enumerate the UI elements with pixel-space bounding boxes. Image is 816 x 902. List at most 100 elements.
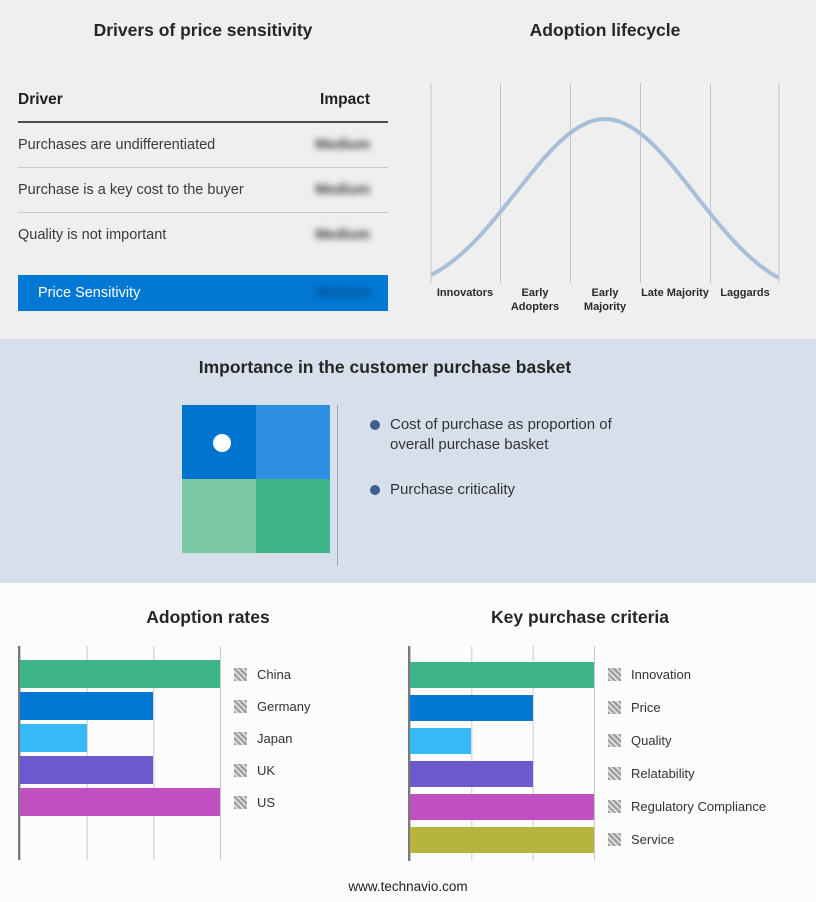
legend-item-service: Service bbox=[608, 823, 766, 856]
drivers-table-header: Driver Impact bbox=[18, 91, 388, 123]
price-sensitivity-label: Price Sensitivity bbox=[38, 285, 141, 301]
quadrant-axis-line bbox=[337, 405, 338, 566]
quadrant-top-right bbox=[256, 405, 330, 479]
legend-item-regulatory-compliance: Regulatory Compliance bbox=[608, 790, 766, 823]
legend-item-price: Price bbox=[608, 691, 766, 724]
bullet-item: Purchase criticality bbox=[370, 480, 660, 500]
bar-row-germany bbox=[20, 690, 220, 722]
driver-cell: Purchases are undifferentiated bbox=[18, 137, 216, 153]
legend-item-china: China bbox=[234, 658, 310, 690]
driver-cell: Quality is not important bbox=[18, 227, 167, 243]
stage-label-innovators: Innovators bbox=[436, 287, 494, 299]
stage-label-early-majority: Early Majority bbox=[583, 287, 627, 313]
bar-row-japan bbox=[20, 722, 220, 754]
legend-swatch-icon bbox=[608, 668, 621, 681]
purchase-basket-quadrant bbox=[182, 405, 330, 553]
driver-row: Quality is not important Medium bbox=[18, 213, 388, 257]
legend-item-relatability: Relatability bbox=[608, 757, 766, 790]
bar-row-uk bbox=[20, 754, 220, 786]
price-sensitivity-row: Price Sensitivity Medium bbox=[18, 275, 388, 311]
technavio-url-link[interactable]: www.technavio.com bbox=[348, 879, 468, 894]
column-header-driver: Driver bbox=[18, 91, 63, 108]
lifecycle-gridlines bbox=[430, 83, 780, 283]
driver-row: Purchase is a key cost to the buyer Medi… bbox=[18, 168, 388, 213]
bullet-text: Cost of purchase as proportion of overal… bbox=[390, 416, 612, 454]
quadrant-bottom-left bbox=[182, 479, 256, 553]
legend-label: US bbox=[257, 794, 276, 810]
column-header-impact: Impact bbox=[320, 91, 370, 108]
legend-label: Price bbox=[631, 700, 661, 715]
key-purchase-criteria-title: Key purchase criteria bbox=[490, 607, 669, 627]
drivers-panel: Drivers of price sensitivity Driver Impa… bbox=[18, 14, 388, 311]
quadrant-top-left bbox=[182, 405, 256, 479]
key-purchase-criteria-legend: Innovation Price Quality Relatability Regula… bbox=[608, 646, 766, 861]
bell-curve-line bbox=[431, 116, 779, 279]
bullet-dot-icon bbox=[370, 484, 380, 495]
bar-row-relatability bbox=[410, 757, 594, 790]
impact-cell-blurred: Medium bbox=[315, 137, 370, 153]
adoption-rates-block: Adoption rates China Germany Japan UK US bbox=[18, 607, 398, 860]
legend-swatch-icon bbox=[234, 667, 247, 681]
legend-swatch-icon bbox=[234, 699, 247, 713]
legend-swatch-icon bbox=[608, 767, 621, 780]
bar-regulatory-compliance bbox=[410, 793, 594, 820]
drivers-title: Drivers of price sensitivity bbox=[93, 20, 313, 40]
legend-label: Relatability bbox=[631, 766, 695, 781]
adoption-rates-legend: China Germany Japan UK US bbox=[234, 646, 310, 860]
bar-china bbox=[20, 660, 220, 688]
driver-cell: Purchase is a key cost to the buyer bbox=[18, 182, 244, 198]
legend-swatch-icon bbox=[234, 763, 247, 777]
adoption-rates-plot bbox=[18, 646, 221, 860]
purchase-basket-band: Importance in the customer purchase bask… bbox=[0, 339, 816, 583]
bar-service bbox=[410, 826, 594, 853]
bar-japan bbox=[20, 724, 87, 752]
bar-row-china bbox=[20, 658, 220, 690]
bar-germany bbox=[20, 692, 154, 720]
bar-row-price bbox=[410, 691, 594, 724]
legend-swatch-icon bbox=[608, 833, 621, 846]
bullet-item: Cost of purchase as proportion of overal… bbox=[370, 415, 660, 456]
legend-swatch-icon bbox=[608, 734, 621, 747]
bullet-text: Purchase criticality bbox=[390, 480, 516, 498]
bar-quality bbox=[410, 727, 472, 754]
legend-item-quality: Quality bbox=[608, 724, 766, 757]
lifecycle-title: Adoption lifecycle bbox=[529, 20, 681, 40]
impact-cell-blurred: Medium bbox=[315, 182, 370, 198]
bar-innovation bbox=[410, 661, 594, 688]
legend-label: Quality bbox=[631, 733, 672, 748]
legend-swatch-icon bbox=[234, 731, 247, 745]
stage-label-late-majority: Late Majority bbox=[641, 287, 709, 299]
legend-item-japan: Japan bbox=[234, 722, 310, 754]
lifecycle-chart bbox=[430, 83, 780, 284]
quadrant-marker-dot bbox=[213, 434, 231, 452]
quadrant-bottom-right bbox=[256, 479, 330, 553]
basket-bullet-list: Cost of purchase as proportion of overal… bbox=[370, 415, 660, 524]
bar-us bbox=[20, 788, 220, 816]
bar-row-regulatory-compliance bbox=[410, 790, 594, 823]
impact-cell-blurred: Medium bbox=[315, 227, 370, 243]
adoption-rates-title: Adoption rates bbox=[146, 607, 270, 627]
legend-label: UK bbox=[257, 762, 276, 778]
bar-row-us bbox=[20, 786, 220, 818]
bar-row-quality bbox=[410, 724, 594, 757]
bottom-charts-band: Adoption rates China Germany Japan UK US Key… bbox=[0, 583, 816, 902]
bar-relatability bbox=[410, 760, 533, 787]
stage-label-early-adopters: Early Adopters bbox=[510, 287, 560, 313]
legend-label: Japan bbox=[257, 730, 293, 746]
legend-item-innovation: Innovation bbox=[608, 658, 766, 691]
bar-price bbox=[410, 694, 533, 721]
key-purchase-criteria-block: Key purchase criteria Innovation Price Qua… bbox=[408, 607, 808, 861]
legend-swatch-icon bbox=[608, 701, 621, 714]
driver-row: Purchases are undifferentiated Medium bbox=[18, 123, 388, 168]
price-sensitivity-impact-blurred: Medium bbox=[315, 285, 370, 301]
lifecycle-stage-labels: Innovators Early Adopters Early Majority… bbox=[430, 287, 780, 315]
legend-label: China bbox=[257, 666, 291, 682]
legend-label: Germany bbox=[257, 698, 311, 714]
bar-row-service bbox=[410, 823, 594, 856]
top-band: Drivers of price sensitivity Driver Impa… bbox=[0, 0, 816, 339]
lifecycle-panel: Adoption lifecycle Innovators Earl bbox=[430, 14, 780, 315]
bar-uk bbox=[20, 756, 154, 784]
legend-item-us: US bbox=[234, 786, 310, 818]
stage-label-laggards: Laggards bbox=[720, 287, 770, 299]
